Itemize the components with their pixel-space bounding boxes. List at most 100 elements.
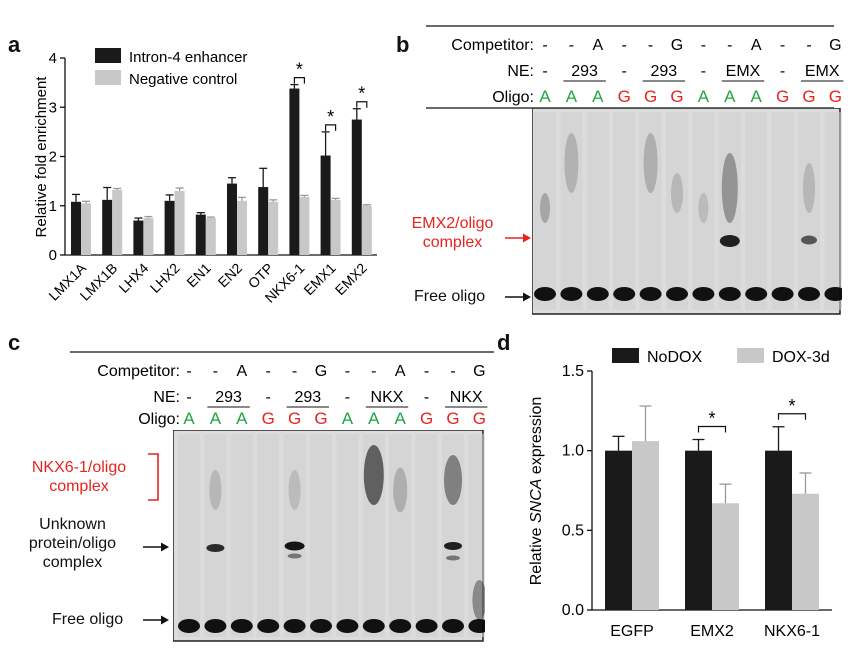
bar-series1 bbox=[164, 200, 175, 255]
unknown-complex-band bbox=[284, 541, 305, 551]
bar-series1 bbox=[685, 450, 712, 610]
x-category-label: EN1 bbox=[183, 260, 214, 291]
legend-swatch bbox=[737, 348, 764, 363]
free-oligo-band bbox=[639, 287, 662, 301]
ne-value: 293 bbox=[215, 389, 242, 406]
legend-label: DOX-3d bbox=[772, 349, 830, 366]
oligo-value: G bbox=[473, 409, 486, 428]
y-axis-label-part: Relative bbox=[528, 523, 545, 585]
competitor-value: G bbox=[315, 363, 327, 380]
free-oligo-band bbox=[257, 619, 280, 633]
gel-c-unknown-label: Unknown protein/oligo complex bbox=[10, 515, 135, 572]
complex-band bbox=[719, 235, 740, 247]
smear-band bbox=[472, 580, 485, 620]
competitor-value: - bbox=[345, 363, 350, 380]
bar-series1 bbox=[258, 187, 269, 255]
bar-series1 bbox=[320, 155, 331, 255]
y-axis-label: Relative SNCA expression bbox=[528, 397, 545, 586]
legend-swatch bbox=[95, 70, 121, 85]
oligo-value: G bbox=[420, 409, 433, 428]
free-oligo-band bbox=[415, 619, 438, 633]
y-tick-label: 0.5 bbox=[562, 522, 584, 539]
gel-b-header: Competitor:NE:Oligo:- - A - - G - - A - - G- 293-293… bbox=[426, 25, 844, 109]
competitor-value: - bbox=[727, 37, 732, 54]
y-tick-label: 4 bbox=[49, 50, 57, 67]
bar-series1 bbox=[195, 214, 206, 255]
y-axis-label-gene: SNCA bbox=[528, 479, 545, 523]
free-oligo-band bbox=[362, 619, 385, 633]
oligo-value: A bbox=[724, 87, 736, 106]
panel-letter-c: c bbox=[8, 330, 21, 355]
gel-lane bbox=[666, 112, 688, 310]
bar-series2 bbox=[299, 196, 310, 255]
oligo-value: G bbox=[314, 409, 327, 428]
significance-star: * bbox=[296, 60, 303, 80]
gel-lane bbox=[613, 112, 636, 310]
free-oligo-band bbox=[692, 287, 715, 301]
ne-value: - bbox=[701, 63, 706, 80]
oligo-value: G bbox=[262, 409, 275, 428]
gel-lane bbox=[718, 112, 741, 310]
smear-band bbox=[564, 133, 579, 193]
free-oligo-band bbox=[534, 287, 556, 301]
x-category-label: EMX2 bbox=[690, 623, 734, 640]
bar-series2 bbox=[712, 503, 739, 610]
gel-b-free-arrow bbox=[505, 292, 531, 302]
gel-c-unknown-text: Unknown protein/oligo complex bbox=[28, 516, 117, 571]
bar-series1 bbox=[605, 450, 632, 610]
gel-lane bbox=[560, 112, 583, 310]
bar-series1 bbox=[351, 119, 362, 255]
panel-letter-d: d bbox=[497, 330, 511, 355]
y-axis-label-part: expression bbox=[528, 397, 545, 479]
free-oligo-band bbox=[560, 287, 583, 301]
oligo-value: G bbox=[644, 87, 657, 106]
ne-value: - bbox=[622, 63, 627, 80]
competitor-value: G bbox=[671, 37, 683, 54]
header-row-label: NE: bbox=[153, 389, 180, 406]
competitor-value: A bbox=[395, 363, 406, 380]
oligo-value: A bbox=[566, 87, 578, 106]
gel-lane bbox=[389, 434, 412, 637]
x-category-label: EMX1 bbox=[300, 260, 338, 298]
legend-swatch bbox=[612, 348, 639, 363]
gel-c-image bbox=[173, 430, 485, 642]
gel-lane bbox=[336, 434, 359, 637]
significance-star: * bbox=[788, 396, 795, 416]
header-row-label: NE: bbox=[507, 63, 534, 80]
ne-value: - bbox=[266, 389, 271, 406]
smear-band bbox=[671, 173, 683, 213]
competitor-value: - bbox=[780, 37, 785, 54]
significance-star: * bbox=[358, 84, 365, 104]
gel-lane bbox=[415, 434, 438, 637]
gel-lane bbox=[534, 112, 556, 310]
gel-c-complex-text: NKX6-1/oligo complex bbox=[31, 459, 127, 495]
ne-value: - bbox=[780, 63, 785, 80]
nkx-complex-smear bbox=[444, 455, 462, 505]
legend-label: NoDOX bbox=[647, 349, 702, 366]
ne-value: 293 bbox=[571, 63, 598, 80]
oligo-value: A bbox=[342, 409, 354, 428]
bar-series2 bbox=[81, 203, 91, 255]
free-oligo-band bbox=[310, 619, 332, 633]
oligo-value: A bbox=[236, 409, 248, 428]
oligo-value: G bbox=[776, 87, 789, 106]
header-row-label: Oligo: bbox=[492, 89, 534, 106]
gel-b-image bbox=[532, 108, 842, 315]
competitor-value: - bbox=[806, 37, 811, 54]
bar-series2 bbox=[792, 493, 819, 610]
competitor-value: - bbox=[186, 363, 191, 380]
y-tick-label: 0 bbox=[49, 247, 57, 264]
complex-band bbox=[801, 235, 817, 245]
bar-series2 bbox=[143, 218, 154, 255]
competitor-value: A bbox=[236, 363, 247, 380]
competitor-value: - bbox=[622, 37, 627, 54]
x-category-label: EN2 bbox=[215, 260, 246, 291]
bar-series1 bbox=[765, 450, 792, 610]
unknown-complex-band bbox=[444, 542, 462, 550]
unknown-complex-band bbox=[206, 544, 225, 552]
header-row-label: Oligo: bbox=[138, 411, 180, 428]
x-category-label: NKX6-1 bbox=[764, 623, 820, 640]
ne-value: 293 bbox=[294, 389, 321, 406]
oligo-value: G bbox=[618, 87, 631, 106]
gel-lane bbox=[639, 112, 662, 310]
